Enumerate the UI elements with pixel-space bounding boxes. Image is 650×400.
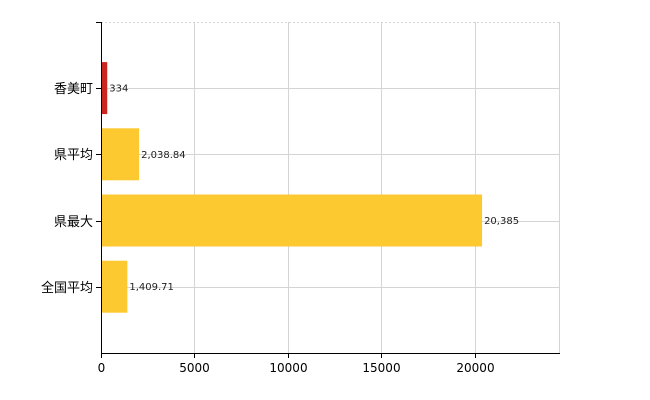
x-tick-label-1: 5000 — [179, 361, 210, 375]
data-label-2: 20,385 — [484, 216, 519, 227]
x-tick-label-2: 10000 — [269, 361, 307, 375]
category-label-2: 県最大 — [54, 215, 93, 230]
gridlines — [101, 22, 560, 353]
category-label-3: 全国平均 — [41, 280, 93, 296]
x-tick-label-4: 20000 — [456, 361, 494, 375]
data-label-0: 334 — [109, 84, 128, 95]
axes — [96, 22, 560, 358]
category-label-0: 香美町 — [54, 82, 93, 97]
bar-2 — [101, 194, 483, 247]
labels: 334 2,038.84 20,385 1,409.71 0 5000 10000 15000… — [41, 82, 519, 375]
bar-0 — [101, 62, 108, 115]
data-label-3: 1,409.71 — [129, 282, 174, 293]
data-label-1: 2,038.84 — [141, 150, 186, 161]
x-tick-label-0: 0 — [98, 361, 106, 375]
category-label-1: 県平均 — [54, 148, 93, 163]
bar-3 — [101, 260, 128, 313]
bar-1 — [101, 128, 140, 181]
bars — [101, 62, 483, 313]
x-tick-label-3: 15000 — [362, 361, 400, 375]
